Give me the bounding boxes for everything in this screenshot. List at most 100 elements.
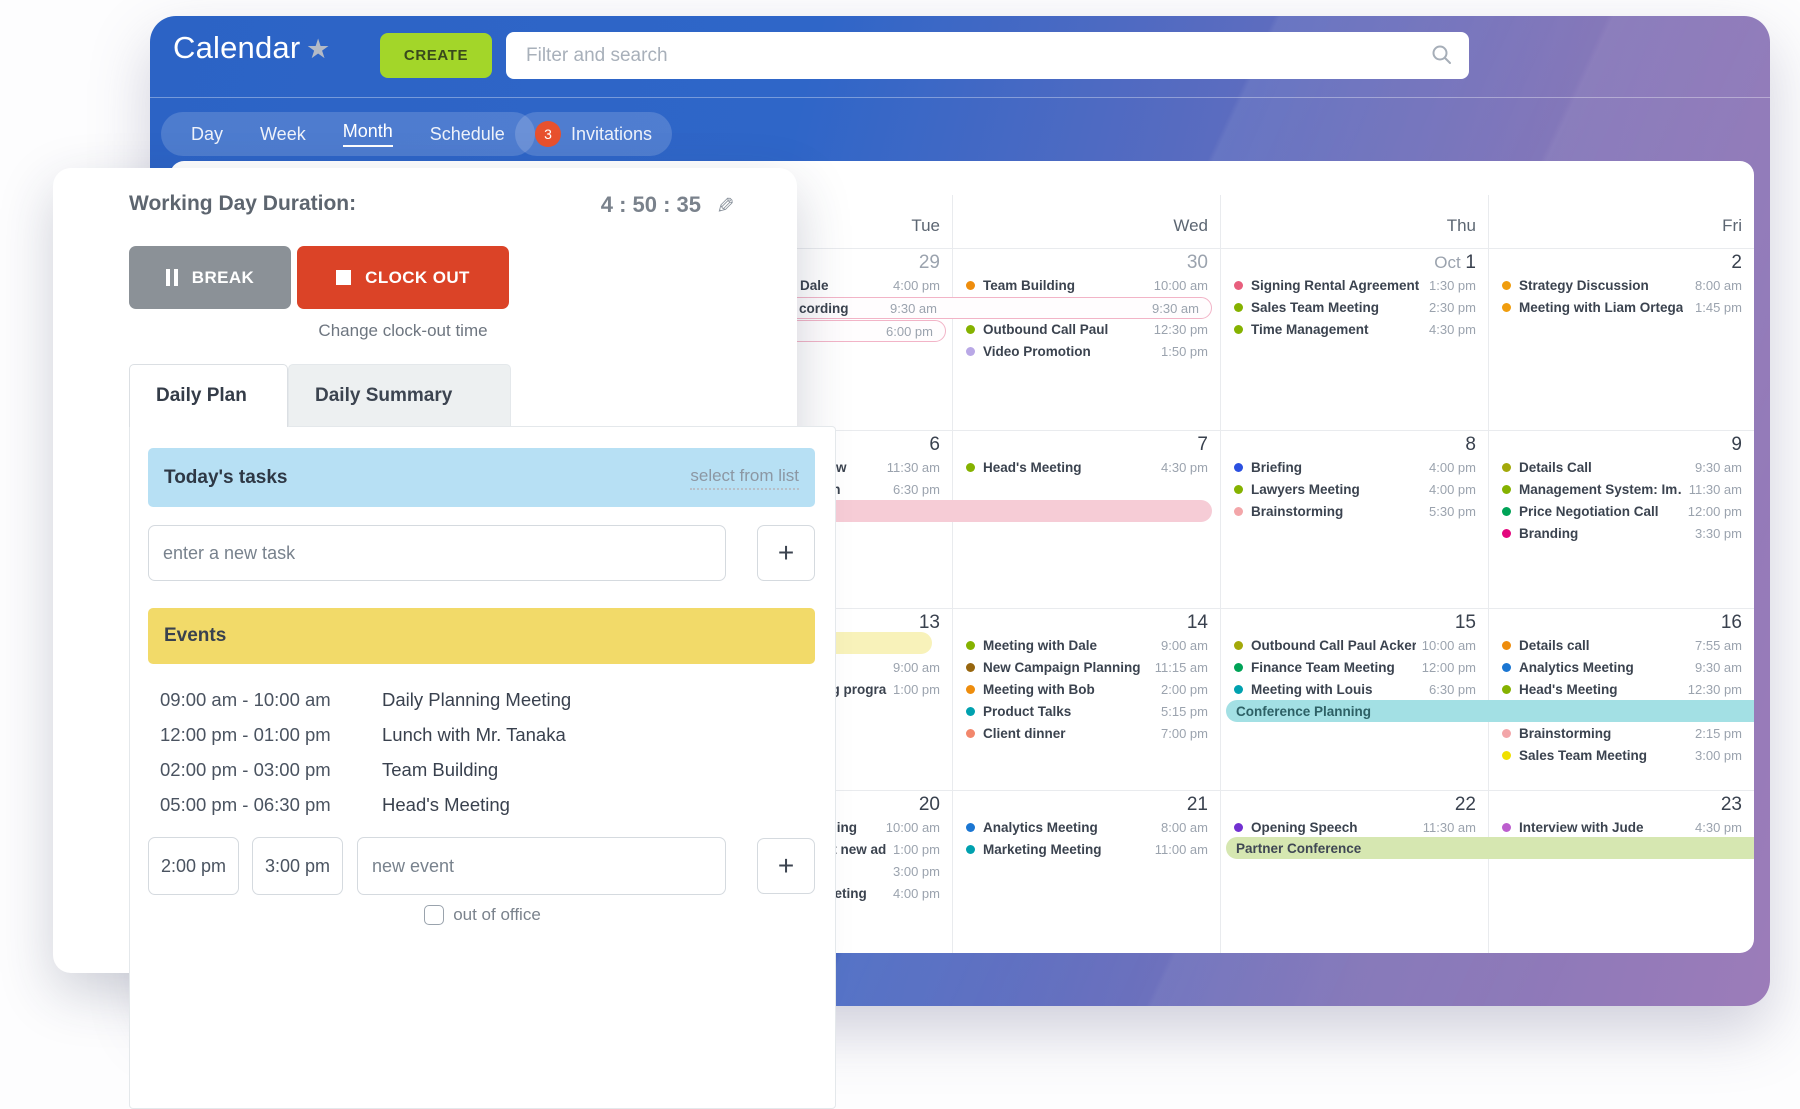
event-item[interactable]: Price Negotiation Call 12:00 pm bbox=[1488, 500, 1754, 522]
edit-duration-icon[interactable]: ✎ bbox=[711, 195, 737, 215]
event-name: Client dinner bbox=[983, 725, 1066, 741]
clock-out-label: CLOCK OUT bbox=[365, 267, 470, 287]
tab-day[interactable]: Day bbox=[191, 123, 224, 144]
multiday-event-partner-conference[interactable]: Partner Conference bbox=[1226, 837, 1754, 859]
event-item[interactable]: Briefing 4:00 pm bbox=[1220, 456, 1488, 478]
event-name: Strategy Discussion bbox=[1519, 277, 1649, 293]
event-item[interactable]: 9:00 am bbox=[672, 656, 952, 678]
event-time: 7:55 am bbox=[1695, 637, 1742, 653]
change-clock-out-link[interactable]: Change clock-out time bbox=[318, 321, 488, 340]
day-cell[interactable]: 30 Team Building 10:00 am Outbound Call Pau… bbox=[952, 248, 1220, 430]
new-task-input[interactable] bbox=[148, 525, 726, 581]
out-of-office-checkbox[interactable] bbox=[424, 905, 445, 925]
event-item[interactable]: Client dinner 7:00 pm bbox=[952, 722, 1220, 744]
day-cell[interactable]: 139:00 amaining program1:00 pm bbox=[672, 608, 952, 790]
daily-plan-body: Today's tasks select from list + Events … bbox=[129, 426, 836, 1109]
tab-week[interactable]: Week bbox=[260, 123, 306, 144]
event-item[interactable]: Marketing Meeting 11:00 am bbox=[952, 838, 1220, 860]
event-item[interactable]: Branding 3:30 pm bbox=[1488, 522, 1754, 544]
event-item[interactable]: Head's Meeting 4:30 pm bbox=[952, 456, 1220, 478]
event-list-item[interactable]: 12:00 pm - 01:00 pm Lunch with Mr. Tanak… bbox=[160, 717, 820, 752]
day-cell[interactable]: 29 Dale 4:00 pm bbox=[672, 248, 952, 430]
tab-daily-plan[interactable]: Daily Plan bbox=[129, 364, 288, 427]
event-item[interactable]: Finance Team Meeting 12:00 pm bbox=[1220, 656, 1488, 678]
event-item[interactable]: Analytics Meeting 9:30 am bbox=[1488, 656, 1754, 678]
event-item[interactable]: Details Call 9:30 am bbox=[1488, 456, 1754, 478]
event-item[interactable]: Head's Meeting 12:30 pm bbox=[1488, 678, 1754, 700]
event-item[interactable]: Sales Team Meeting 2:30 pm bbox=[1220, 296, 1488, 318]
event-item[interactable]: Meeting with Bob 2:00 pm bbox=[952, 678, 1220, 700]
star-icon[interactable]: ★ bbox=[306, 34, 331, 64]
event-item[interactable]: Meeting with Dale 9:00 am bbox=[952, 634, 1220, 656]
day-cell[interactable]: 14 Meeting with Dale 9:00 am New Campaign P… bbox=[952, 608, 1220, 790]
event-list-item[interactable]: 05:00 pm - 06:30 pm Head's Meeting bbox=[160, 787, 820, 822]
event-item[interactable]: Analytics Meeting 8:00 am bbox=[952, 816, 1220, 838]
tab-schedule[interactable]: Schedule bbox=[429, 123, 505, 144]
event-item[interactable]: Outbound Call Paul Acker 10:00 am bbox=[1220, 634, 1488, 656]
event-item[interactable]: Lawyers Meeting 4:00 pm bbox=[1220, 478, 1488, 500]
event-item[interactable]: Sales Team Meeting 3:00 pm bbox=[1488, 744, 1754, 766]
event-time: 2:00 pm bbox=[1161, 681, 1208, 697]
event-item[interactable]: Dale 4:00 pm bbox=[672, 274, 952, 296]
event-dot-icon bbox=[1502, 484, 1511, 494]
event-name: Finance Team Meeting bbox=[1251, 659, 1395, 675]
bar-time: 9:30 am bbox=[1152, 300, 1199, 316]
event-item[interactable]: Outbound Call Paul 12:30 pm bbox=[952, 318, 1220, 340]
event-item[interactable]: Video Promotion 1:50 pm bbox=[952, 340, 1220, 362]
event-time-range: 05:00 pm - 06:30 pm bbox=[160, 793, 331, 815]
event-time: 5:15 pm bbox=[1161, 703, 1208, 719]
event-time: 12:00 pm bbox=[1421, 659, 1476, 675]
break-button[interactable]: BREAK bbox=[129, 246, 291, 309]
day-cell[interactable]: 2 Strategy Discussion 8:00 am Meeting with … bbox=[1488, 248, 1754, 430]
event-item[interactable]: Strategy Discussion 8:00 am bbox=[1488, 274, 1754, 296]
event-item[interactable]: Details call 7:55 am bbox=[1488, 634, 1754, 656]
add-task-button[interactable]: + bbox=[757, 525, 815, 581]
create-button[interactable]: CREATE bbox=[380, 33, 492, 78]
multiday-event-conference-planning[interactable]: Conference Planning bbox=[1226, 700, 1754, 722]
day-cell[interactable]: 7 Head's Meeting 4:30 pm bbox=[952, 430, 1220, 608]
day-cell[interactable]: Oct 1 Signing Rental Agreement 1:30 pm Sale… bbox=[1220, 248, 1488, 430]
event-item[interactable]: Meeting with Liam Ortega 1:45 pm bbox=[1488, 296, 1754, 318]
date-label: 29 bbox=[918, 252, 940, 273]
event-dot-icon bbox=[1234, 822, 1243, 832]
event-time: 4:30 pm bbox=[1429, 321, 1476, 337]
event-dot-icon bbox=[1234, 484, 1243, 494]
day-cell[interactable]: 8 Briefing 4:00 pm Lawyers Meeting 4:00 pm Br… bbox=[1220, 430, 1488, 608]
day-cell[interactable]: 9 Details Call 9:30 am Management System: I… bbox=[1488, 430, 1754, 608]
day-cell[interactable]: 15 Outbound Call Paul Acker 10:00 am Financ… bbox=[1220, 608, 1488, 790]
event-item[interactable]: New Campaign Planning 11:15 am bbox=[952, 656, 1220, 678]
day-cell[interactable]: 16 Details call 7:55 am Analytics Meeting 9:… bbox=[1488, 608, 1754, 790]
day-cell[interactable]: 23 Interview with Jude 4:30 pm bbox=[1488, 790, 1754, 953]
event-list-item[interactable]: 02:00 pm - 03:00 pm Team Building bbox=[160, 752, 820, 787]
add-event-button[interactable]: + bbox=[757, 838, 815, 894]
event-item[interactable]: Brainstorming 2:15 pm bbox=[1488, 722, 1754, 744]
tab-month[interactable]: Month bbox=[342, 121, 393, 147]
tab-daily-summary[interactable]: Daily Summary bbox=[288, 364, 511, 427]
event-dot-icon bbox=[1502, 684, 1511, 694]
event-item[interactable]: Management System: Im… 11:30 am bbox=[1488, 478, 1754, 500]
event-name: Analytics Meeting bbox=[1519, 659, 1634, 675]
day-cell[interactable]: 22 Opening Speech 11:30 am bbox=[1220, 790, 1488, 953]
invitations-button[interactable]: 3 Invitations bbox=[515, 112, 673, 156]
event-item[interactable]: Product Talks 5:15 pm bbox=[952, 700, 1220, 722]
event-item[interactable]: Team Building 10:00 am bbox=[952, 274, 1220, 296]
new-event-name-input[interactable] bbox=[357, 837, 726, 895]
event-dot-icon bbox=[1234, 462, 1243, 472]
event-list-item[interactable]: 09:00 am - 10:00 am Daily Planning Meeti… bbox=[160, 682, 820, 717]
event-item[interactable]: Opening Speech 11:30 am bbox=[1220, 816, 1488, 838]
clock-out-button[interactable]: CLOCK OUT bbox=[297, 246, 509, 309]
event-dot-icon bbox=[966, 346, 975, 356]
invitations-label: Invitations bbox=[571, 123, 653, 144]
event-item[interactable]: Brainstorming 5:30 pm bbox=[1220, 500, 1488, 522]
new-event-start-input[interactable] bbox=[148, 837, 239, 895]
event-item[interactable]: Time Management 4:30 pm bbox=[1220, 318, 1488, 340]
search-input[interactable] bbox=[506, 32, 1469, 79]
event-item[interactable]: Interview with Jude 4:30 pm bbox=[1488, 816, 1754, 838]
event-time: 12:30 pm bbox=[1153, 321, 1208, 337]
event-name: Signing Rental Agreement bbox=[1251, 277, 1420, 293]
event-item[interactable]: Meeting with Louis 6:30 pm bbox=[1220, 678, 1488, 700]
day-cell[interactable]: 21 Analytics Meeting 8:00 am Marketing Meet… bbox=[952, 790, 1220, 953]
event-item[interactable]: Signing Rental Agreement 1:30 pm bbox=[1220, 274, 1488, 296]
new-event-end-input[interactable] bbox=[252, 837, 343, 895]
select-from-list-link[interactable]: select from list bbox=[690, 466, 799, 490]
